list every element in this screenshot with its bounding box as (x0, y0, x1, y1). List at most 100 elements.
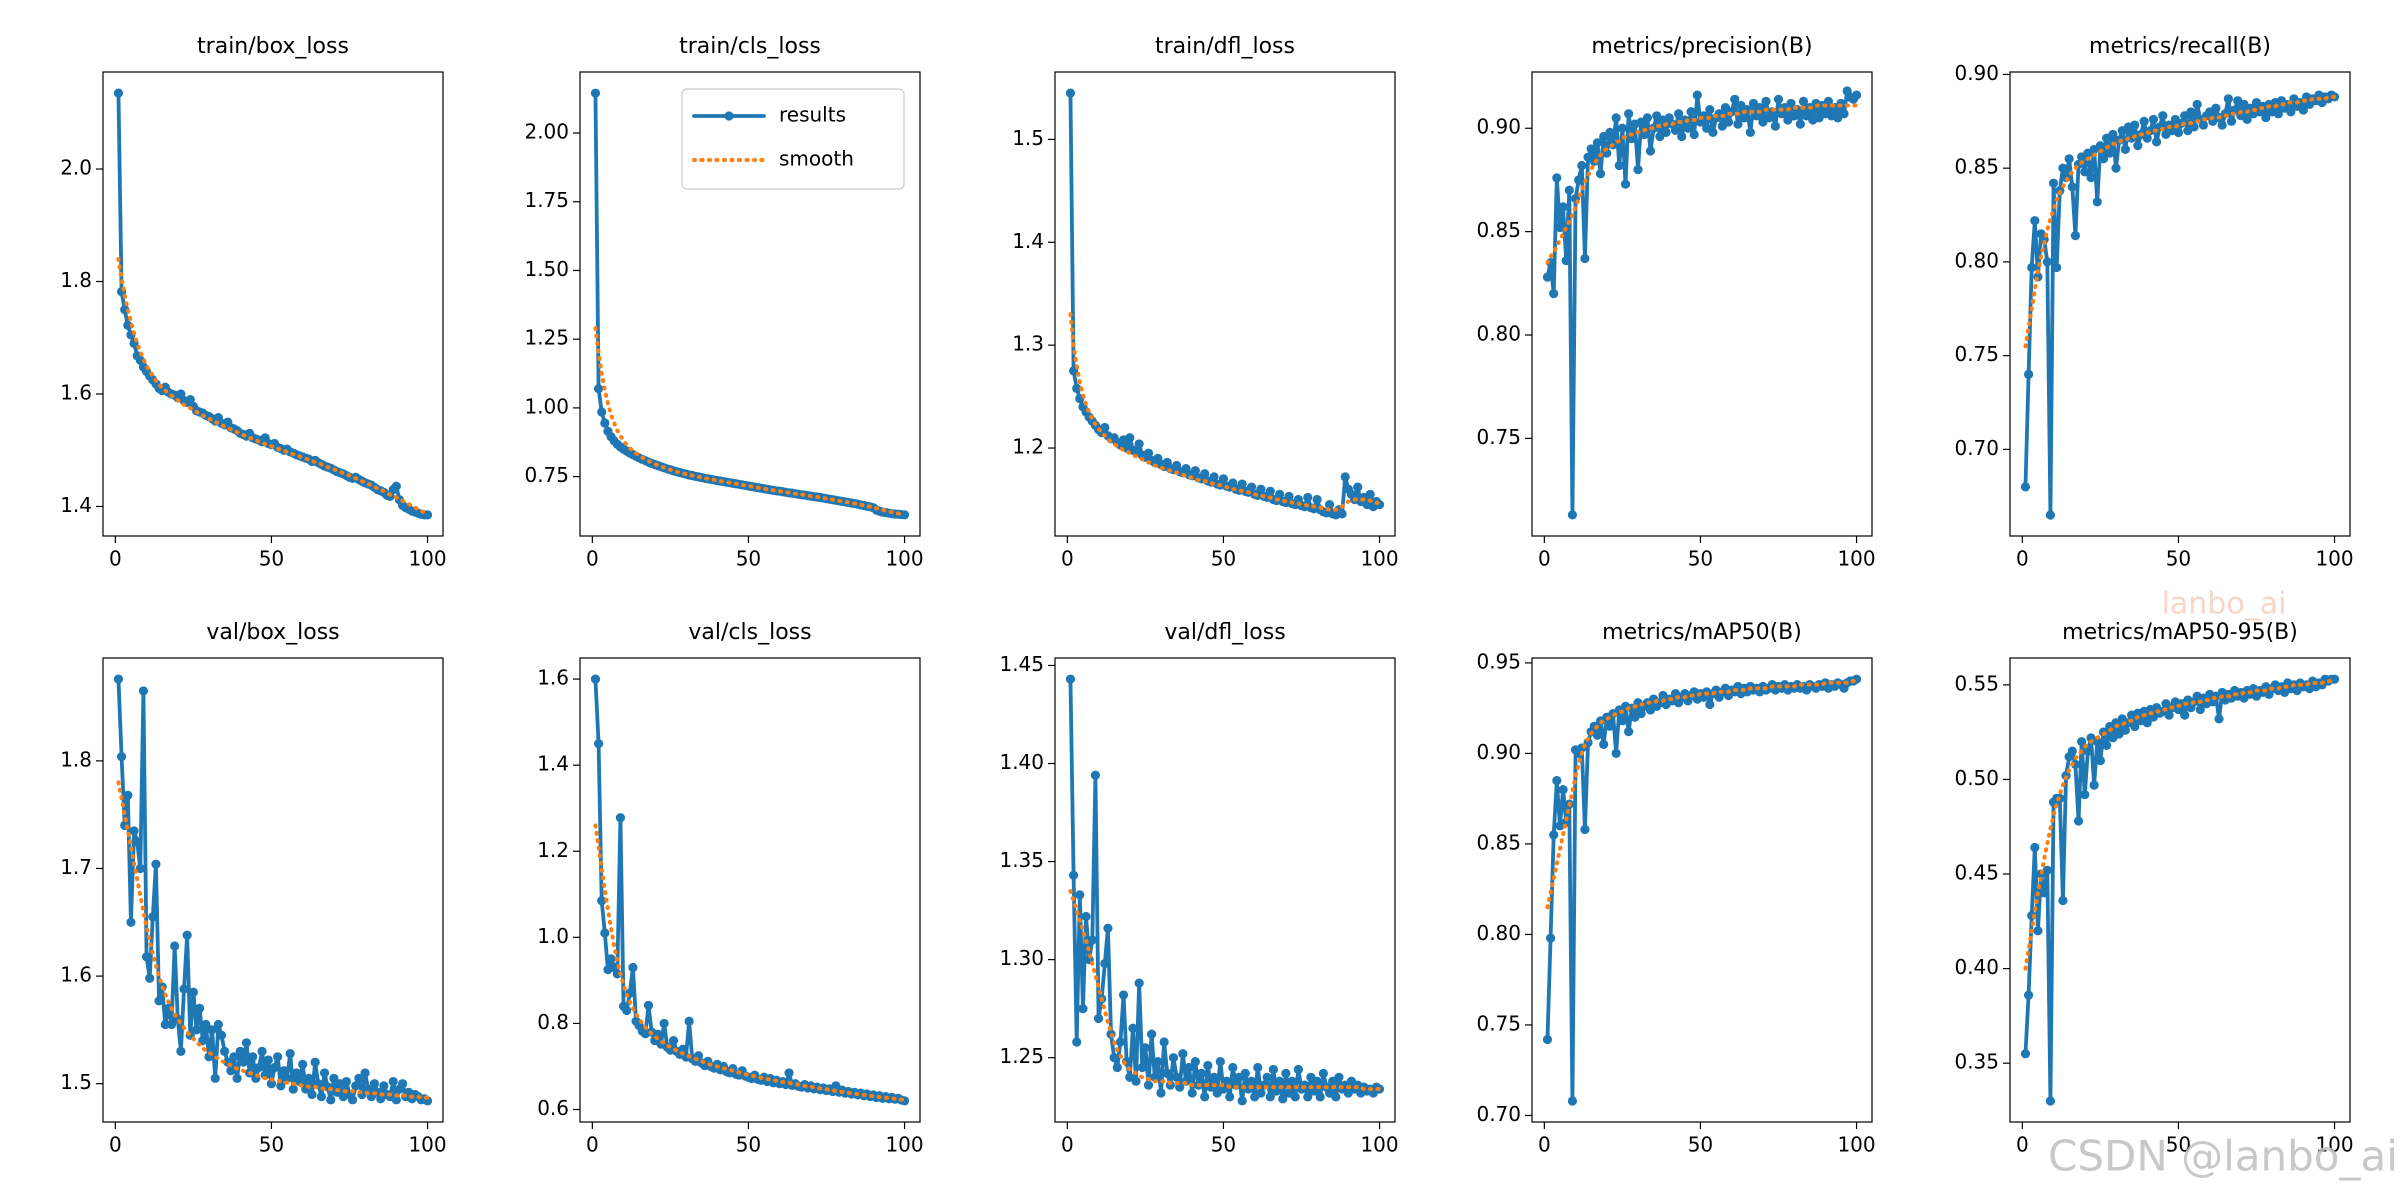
subplot: train/box_loss 0 50 100 1.4 1.6 1.8 2.0 (60, 34, 446, 571)
marker (2198, 120, 2209, 130)
marker (135, 863, 145, 874)
x-tick-label: 0 (2016, 1133, 2029, 1157)
marker (1564, 185, 1574, 195)
marker (600, 418, 610, 428)
marker (1153, 1057, 1163, 1067)
marker (195, 1003, 205, 1013)
marker (899, 510, 910, 520)
chart-title: metrics/precision(B) (1591, 34, 1812, 59)
marker (643, 1000, 654, 1010)
marker (304, 1073, 314, 1083)
marker (1624, 727, 1634, 737)
marker (1642, 113, 1652, 123)
marker (1592, 730, 1603, 740)
marker (1761, 96, 1771, 106)
marker (628, 962, 638, 973)
marker (201, 1019, 211, 1030)
marker (1705, 699, 1715, 710)
x-tick-label: 0 (2016, 547, 2029, 571)
marker (2045, 510, 2056, 520)
y-tick-label: 0.95 (1476, 649, 1521, 673)
marker (1611, 748, 1621, 759)
marker (145, 973, 155, 983)
marker (597, 407, 607, 417)
marker (2033, 926, 2043, 936)
marker (1147, 1029, 1157, 1039)
y-tick-label: 1.4 (60, 493, 92, 517)
y-tick-label: 1.6 (537, 666, 569, 690)
marker (319, 1068, 330, 1078)
marker (1196, 1068, 1207, 1078)
marker (684, 1016, 694, 1026)
x-tick-label: 50 (2166, 1133, 2191, 1157)
marker (341, 1076, 351, 1087)
x-tick-label: 50 (259, 547, 284, 571)
marker (2111, 163, 2121, 173)
marker (1730, 94, 1740, 104)
marker (1200, 469, 1210, 479)
marker (1689, 129, 1699, 140)
marker (2142, 718, 2152, 728)
x-tick-label: 50 (736, 1133, 761, 1157)
marker (2133, 141, 2143, 151)
marker (2223, 94, 2233, 104)
marker (1558, 785, 1568, 795)
x-tick-label: 100 (2315, 1133, 2353, 1157)
x-tick-label: 100 (1360, 1133, 1398, 1157)
marker (348, 1095, 358, 1105)
marker (2030, 216, 2040, 226)
y-tick-label: 0.90 (1476, 740, 1521, 764)
y-tick-label: 1.25 (524, 326, 569, 350)
axes-frame (2009, 657, 2351, 1123)
legend-label: results (779, 103, 846, 127)
marker (326, 1095, 336, 1105)
marker (179, 984, 189, 994)
subplot: train/cls_loss 0 50 100 0.75 1.00 1.25 1.50 1.75… (524, 34, 923, 571)
marker (1072, 383, 1082, 393)
smooth-line (1068, 312, 1382, 512)
marker (238, 1057, 248, 1067)
marker (1686, 107, 1696, 117)
x-tick-label: 100 (885, 547, 923, 571)
y-tick-label: 0.75 (1476, 1011, 1521, 1035)
subplot: metrics/mAP50-95(B) 0 50 100 0.35 0.40 0.45 0.5… (1954, 620, 2353, 1157)
marker (148, 912, 158, 922)
marker (188, 987, 198, 997)
marker (1542, 1034, 1553, 1045)
axes-frame (1531, 71, 1873, 537)
marker (1617, 123, 1627, 133)
marker (182, 930, 192, 940)
marker (1315, 1092, 1325, 1102)
legend-label: smooth (779, 147, 854, 171)
marker (1770, 121, 1780, 131)
marker (422, 510, 433, 520)
marker (1552, 173, 1562, 183)
marker (123, 320, 133, 330)
marker (1100, 422, 1110, 433)
marker (226, 1066, 236, 1076)
axes-frame (1054, 71, 1396, 537)
subplot: val/cls_loss 0 50 100 0.6 0.8 1.0 1.2 1.4 1.6 (537, 620, 923, 1157)
y-tick-label: 1.30 (999, 946, 1044, 970)
marker (622, 1005, 632, 1016)
marker (1162, 1068, 1172, 1078)
x-tick-label: 100 (1360, 547, 1398, 571)
marker (1078, 1004, 1088, 1014)
marker (1143, 1080, 1154, 1090)
subplot: train/dfl_loss 0 50 100 1.2 1.3 1.4 1.5 (1012, 34, 1398, 571)
marker (1215, 1057, 1225, 1067)
y-tick-label: 1.35 (999, 848, 1044, 872)
marker (1087, 935, 1097, 945)
y-tick-label: 0.8 (537, 1010, 569, 1034)
marker (1065, 88, 1076, 98)
marker (2045, 1096, 2056, 1106)
marker (1633, 165, 1643, 175)
y-tick-label: 1.4 (537, 752, 569, 776)
y-tick-label: 0.90 (1954, 61, 1999, 85)
y-tick-label: 1.8 (60, 268, 92, 292)
axes-frame (102, 71, 444, 537)
y-tick-label: 0.40 (1954, 955, 1999, 979)
marker (2180, 710, 2190, 720)
marker (113, 88, 124, 98)
marker (1143, 448, 1154, 458)
